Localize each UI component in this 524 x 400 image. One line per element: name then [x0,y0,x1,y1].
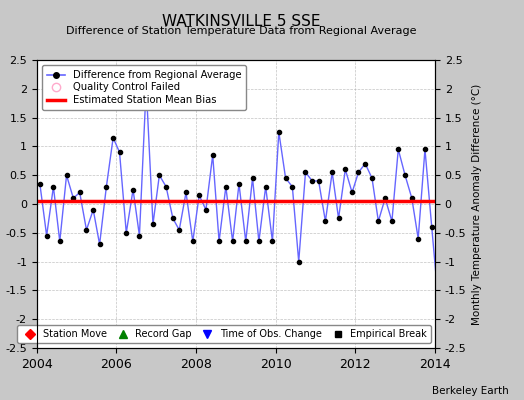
Legend: Station Move, Record Gap, Time of Obs. Change, Empirical Break: Station Move, Record Gap, Time of Obs. C… [17,325,431,343]
Text: Difference of Station Temperature Data from Regional Average: Difference of Station Temperature Data f… [66,26,416,36]
Y-axis label: Monthly Temperature Anomaly Difference (°C): Monthly Temperature Anomaly Difference (… [472,83,482,325]
Text: Berkeley Earth: Berkeley Earth [432,386,508,396]
Text: WATKINSVILLE 5 SSE: WATKINSVILLE 5 SSE [162,14,320,29]
